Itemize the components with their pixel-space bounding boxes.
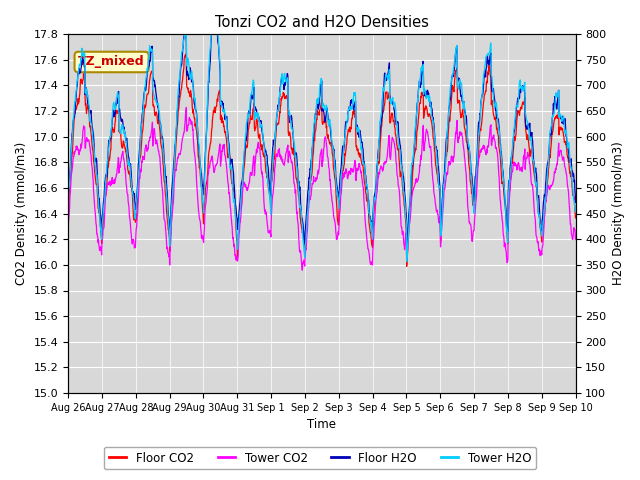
Tower CO2 — [165, 250, 173, 256]
Line: Tower H2O: Tower H2O — [68, 12, 575, 262]
Floor CO2 — [64, 203, 72, 209]
Floor CO2 — [182, 51, 190, 57]
Line: Floor H2O: Floor H2O — [68, 17, 575, 247]
Floor H2O — [512, 111, 520, 117]
Y-axis label: CO2 Density (mmol/m3): CO2 Density (mmol/m3) — [15, 142, 28, 285]
Floor CO2 — [177, 87, 185, 93]
Tower CO2 — [182, 105, 190, 110]
Floor H2O — [403, 244, 410, 250]
Tower CO2 — [298, 267, 306, 273]
Tower CO2 — [572, 237, 579, 242]
Y-axis label: H2O Density (mmol/m3): H2O Density (mmol/m3) — [612, 142, 625, 286]
Floor CO2 — [165, 225, 173, 231]
Floor CO2 — [234, 237, 242, 243]
Title: Tonzi CO2 and H2O Densities: Tonzi CO2 and H2O Densities — [215, 15, 429, 30]
Tower H2O — [403, 259, 410, 264]
Floor H2O — [401, 189, 408, 194]
Legend: Floor CO2, Tower CO2, Floor H2O, Tower H2O: Floor CO2, Tower CO2, Floor H2O, Tower H… — [104, 447, 536, 469]
Tower H2O — [165, 221, 173, 227]
Floor CO2 — [401, 204, 408, 210]
Tower H2O — [234, 236, 242, 242]
Floor H2O — [165, 215, 173, 220]
Tower H2O — [177, 58, 185, 64]
Floor CO2 — [512, 132, 520, 137]
Floor H2O — [64, 193, 72, 199]
Floor H2O — [467, 171, 475, 177]
Text: TZ_mixed: TZ_mixed — [78, 56, 145, 69]
Tower CO2 — [177, 148, 185, 154]
Line: Floor CO2: Floor CO2 — [68, 54, 575, 266]
Tower H2O — [512, 105, 520, 110]
Tower H2O — [572, 209, 579, 215]
Floor H2O — [212, 14, 220, 20]
Tower H2O — [64, 198, 72, 204]
Floor H2O — [572, 200, 579, 205]
Tower CO2 — [467, 227, 475, 232]
Tower CO2 — [64, 229, 72, 235]
Tower CO2 — [512, 162, 520, 168]
Tower H2O — [467, 174, 475, 180]
Floor CO2 — [403, 264, 410, 269]
Tower H2O — [211, 9, 219, 15]
X-axis label: Time: Time — [307, 419, 337, 432]
Floor CO2 — [572, 215, 579, 221]
Tower CO2 — [401, 244, 409, 250]
Floor H2O — [177, 63, 185, 69]
Tower CO2 — [234, 253, 242, 259]
Floor H2O — [234, 219, 242, 225]
Floor CO2 — [467, 184, 475, 190]
Line: Tower CO2: Tower CO2 — [68, 108, 575, 270]
Tower H2O — [401, 199, 408, 204]
